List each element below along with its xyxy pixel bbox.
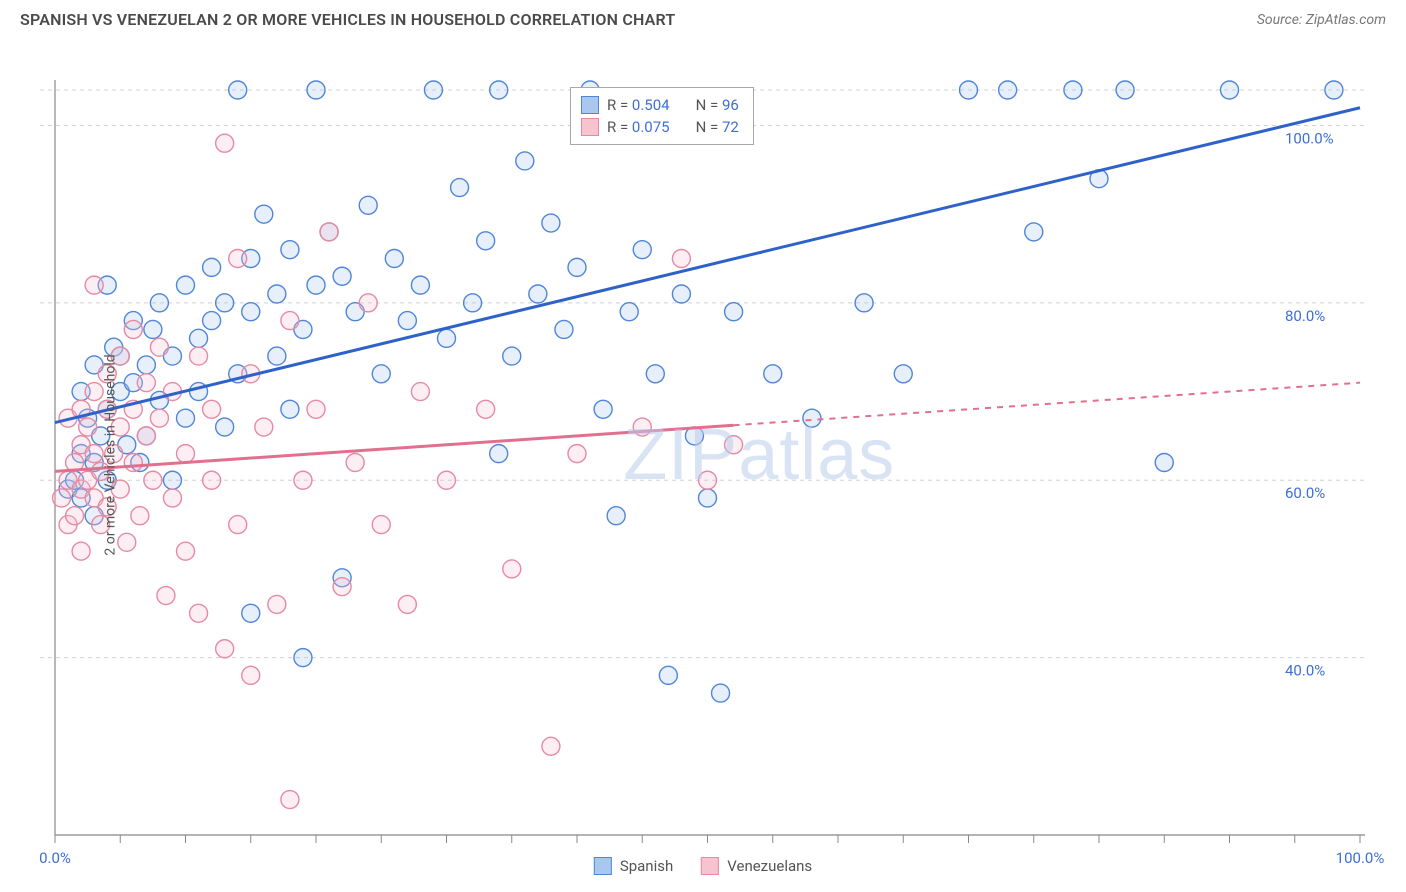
legend-n-label: N = 96 [696,94,739,116]
legend-row: R = 0.075 N = 72 [581,116,739,138]
legend-swatch [701,857,719,875]
series-legend-item: Spanish [594,857,673,875]
correlation-legend: R = 0.504 N = 96 R = 0.075 N = 72 [570,87,754,145]
legend-swatch [594,857,612,875]
legend-r-label: R = 0.075 [607,116,670,138]
chart-area: 2 or more Vehicles in Household ZIPatlas… [0,35,1406,875]
chart-title: SPANISH VS VENEZUELAN 2 OR MORE VEHICLES… [20,10,675,29]
legend-n-label: N = 72 [696,116,739,138]
series-legend: Spanish Venezuelans [594,857,812,875]
svg-text:100.0%: 100.0% [1285,129,1334,147]
chart-source: Source: ZipAtlas.com [1257,12,1386,28]
series-legend-label: Venezuelans [727,857,812,875]
legend-swatch [581,118,599,136]
series-legend-label: Spanish [620,857,673,875]
chart-header: SPANISH VS VENEZUELAN 2 OR MORE VEHICLES… [0,0,1406,35]
svg-text:80.0%: 80.0% [1285,307,1325,325]
legend-r-label: R = 0.504 [607,94,670,116]
legend-row: R = 0.504 N = 96 [581,94,739,116]
series-legend-item: Venezuelans [701,857,812,875]
svg-text:40.0%: 40.0% [1285,662,1325,680]
svg-text:0.0%: 0.0% [39,849,71,867]
scatter-plot-svg: 40.0% 60.0% 80.0% 100.0% 0.0% 100.0% [0,35,1406,875]
y-axis-label: 2 or more Vehicles in Household [103,354,119,555]
legend-swatch [581,96,599,114]
svg-text:60.0%: 60.0% [1285,484,1325,502]
svg-text:100.0%: 100.0% [1336,849,1385,867]
